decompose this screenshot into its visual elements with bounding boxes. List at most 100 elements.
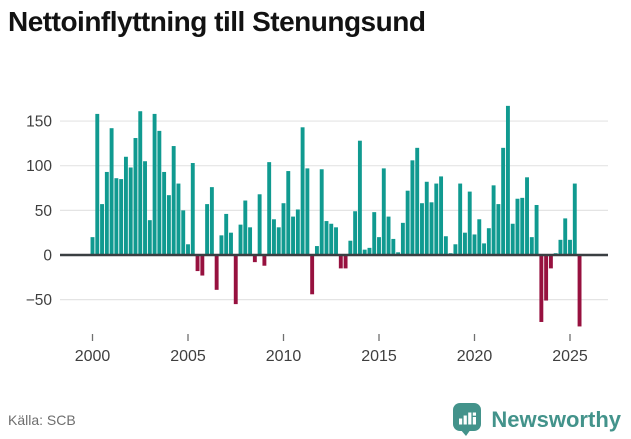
- bar: [424, 181, 429, 255]
- bar: [472, 234, 477, 255]
- bar: [391, 238, 396, 255]
- newsworthy-wordmark: Newsworthy: [491, 406, 621, 432]
- bar: [95, 113, 100, 255]
- bar: [286, 171, 291, 255]
- bar: [157, 130, 162, 255]
- page-title: Nettoinflyttning till Stenungsund: [8, 6, 426, 37]
- bar: [248, 227, 253, 255]
- bar: [558, 239, 563, 255]
- x-axis-tick-label: 2015: [361, 348, 397, 365]
- bar: [443, 236, 448, 255]
- bar: [386, 216, 391, 255]
- bar: [200, 255, 205, 276]
- bar: [281, 203, 286, 255]
- bar: [195, 255, 200, 272]
- bar: [434, 183, 439, 255]
- bar: [415, 147, 420, 255]
- bar: [482, 243, 486, 255]
- bar: [577, 255, 582, 327]
- bar: [439, 176, 444, 255]
- bar: [381, 168, 386, 255]
- bar: [520, 197, 525, 255]
- bar: [572, 183, 577, 255]
- bar: [252, 255, 257, 263]
- bar: [510, 223, 515, 255]
- bar: [453, 244, 458, 255]
- bar: [276, 227, 281, 255]
- newsworthy-logo-icon: [453, 403, 482, 436]
- bar: [104, 171, 109, 255]
- bar: [176, 183, 181, 255]
- bar: [491, 185, 496, 255]
- bar: [147, 220, 152, 255]
- bar: [300, 127, 305, 255]
- y-axis-tick-label: 0: [43, 248, 52, 265]
- bar: [305, 168, 310, 255]
- bar: [539, 255, 544, 322]
- x-axis-tick-label: 2010: [266, 348, 302, 365]
- bar: [257, 194, 262, 255]
- bar: [224, 213, 229, 255]
- bar: [128, 167, 133, 255]
- bar: [272, 219, 276, 255]
- bar: [133, 138, 138, 255]
- bar: [353, 211, 358, 255]
- bar-chart: 150 100 50 0 −50 2000 2005 2010 2015 2020 2025: [26, 105, 608, 365]
- bar: [357, 140, 362, 255]
- bar: [243, 200, 248, 255]
- bar: [291, 216, 295, 255]
- bar: [152, 113, 157, 255]
- bar: [171, 146, 176, 255]
- bar: [310, 255, 315, 295]
- bar: [362, 249, 367, 255]
- x-axis-tick-label: 2005: [170, 348, 206, 365]
- bar: [334, 227, 338, 255]
- x-axis-tick-label: 2025: [552, 348, 588, 365]
- bar: [343, 255, 348, 269]
- bar: [544, 255, 549, 301]
- x-axis-tick-label: 2020: [457, 348, 493, 365]
- bar: [324, 221, 329, 255]
- bar: [329, 223, 334, 255]
- bar: [396, 252, 401, 255]
- bar: [138, 111, 143, 255]
- bar: [400, 222, 405, 255]
- bar: [529, 237, 534, 255]
- source-note: Källa: SCB: [8, 412, 76, 428]
- bar: [267, 162, 272, 255]
- bar: [463, 232, 467, 255]
- bar: [295, 209, 300, 255]
- bar: [410, 160, 415, 255]
- bar: [100, 204, 104, 255]
- bar: [534, 204, 539, 255]
- bar: [319, 169, 324, 255]
- bar: [238, 224, 243, 255]
- bar: [505, 105, 510, 256]
- bar: [467, 191, 472, 255]
- bar: [348, 240, 353, 255]
- bar: [162, 171, 167, 255]
- bar: [262, 255, 267, 266]
- bar: [214, 255, 219, 290]
- bar: [377, 237, 381, 255]
- bar: [233, 255, 238, 305]
- bar: [190, 163, 195, 255]
- bar: [205, 204, 210, 255]
- bar: [405, 190, 410, 255]
- y-axis-tick-label: 150: [26, 114, 52, 131]
- bar: [119, 179, 124, 255]
- bar: [219, 235, 224, 255]
- bar: [367, 247, 372, 255]
- bar: [372, 212, 377, 255]
- bar: [496, 204, 501, 255]
- bar: [563, 218, 568, 255]
- bar: [181, 210, 186, 255]
- bar: [501, 147, 506, 255]
- bar: [143, 161, 147, 255]
- bar: [429, 202, 434, 255]
- bar: [548, 255, 553, 269]
- newsworthy-logo[interactable]: Newsworthy: [452, 402, 621, 437]
- bar: [209, 187, 214, 255]
- bar: [229, 232, 233, 255]
- x-axis-tick-label: 2000: [75, 348, 111, 365]
